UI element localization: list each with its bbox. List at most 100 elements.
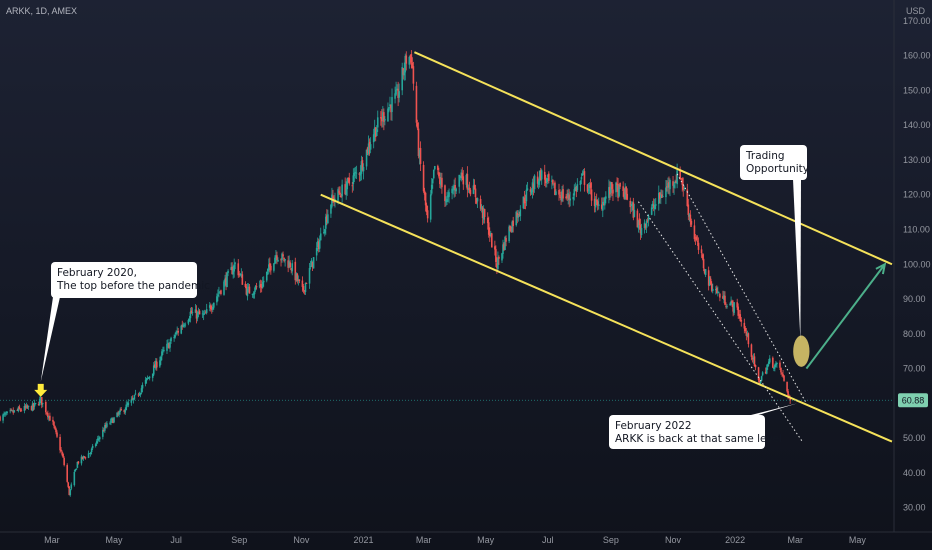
- candle-body: [675, 180, 677, 183]
- upper-channel-line: [414, 51, 893, 266]
- candle-body: [515, 211, 518, 226]
- candle-body: [252, 293, 255, 295]
- candle-body: [13, 410, 16, 412]
- candle-body: [204, 312, 207, 314]
- candle-body: [536, 176, 539, 184]
- candle-body: [623, 191, 625, 199]
- candle-body: [217, 294, 219, 296]
- callout-box: [740, 145, 807, 180]
- candle-body: [512, 220, 514, 226]
- candle-body: [533, 175, 536, 190]
- candle-body: [761, 372, 764, 376]
- candle-body: [66, 465, 69, 482]
- candle-body: [766, 364, 769, 368]
- candle-body: [445, 200, 447, 203]
- x-tick-label: 2022: [725, 535, 745, 545]
- candle-body: [355, 172, 358, 174]
- candle-body: [545, 178, 548, 182]
- callout-text-line: The top before the pandemic: [56, 280, 210, 292]
- candle-body: [661, 194, 663, 198]
- candle-body: [423, 190, 426, 195]
- candle-body: [724, 295, 726, 305]
- candle-body: [347, 178, 350, 179]
- drawing-lines: [0, 51, 894, 443]
- candle-body: [680, 178, 682, 180]
- candle-body: [562, 189, 564, 199]
- candle-body: [375, 129, 378, 137]
- candle-body: [239, 273, 242, 276]
- candle-body: [465, 174, 468, 185]
- candle-body: [679, 170, 681, 180]
- candle-body: [719, 293, 721, 298]
- candle-body: [387, 108, 389, 122]
- candle-body: [362, 167, 365, 172]
- candle-body: [319, 233, 322, 241]
- candle-body: [110, 419, 112, 423]
- time-axis[interactable]: Mar May Jul Sep Nov 2021 Mar May Jul Sep Nov 2022 Ma…: [44, 535, 866, 545]
- candle-body: [604, 197, 606, 206]
- callout-text-line: ARKK is back at that same level: [615, 433, 782, 445]
- candle-body: [760, 376, 763, 381]
- candle-body: [0, 416, 1, 421]
- candle-body: [394, 93, 396, 99]
- candle-body: [352, 175, 355, 184]
- price-axis[interactable]: 30.0040.0050.0060.0070.0080.0090.00100.0…: [903, 16, 931, 513]
- candle-body: [483, 209, 486, 217]
- candle-body: [182, 324, 185, 327]
- candle-body: [245, 286, 248, 295]
- candle-body: [189, 311, 192, 319]
- candle-body: [511, 221, 513, 232]
- candle-body: [531, 182, 534, 192]
- candle-body: [544, 178, 547, 184]
- y-tick-label: 140.00: [903, 120, 931, 130]
- candle-body: [277, 259, 279, 262]
- candle-body: [660, 194, 662, 199]
- candle-body: [20, 410, 23, 412]
- candle-body: [141, 384, 144, 389]
- candle-body: [491, 233, 493, 248]
- candle-body: [467, 188, 470, 190]
- candle-body: [283, 257, 285, 262]
- candle-body: [196, 312, 199, 319]
- candle-body: [208, 305, 211, 308]
- candle-body: [711, 288, 714, 291]
- candle-body: [52, 419, 54, 422]
- candle-body: [345, 187, 347, 195]
- candle-body: [244, 283, 247, 287]
- candle-body: [510, 230, 512, 232]
- candle-body: [361, 160, 364, 171]
- candle-body: [282, 254, 284, 257]
- candle-body: [426, 210, 429, 219]
- candle-body: [624, 187, 626, 200]
- candle-body: [695, 237, 698, 241]
- candle-body: [195, 309, 198, 319]
- candle-body: [174, 335, 176, 338]
- candle-body: [316, 241, 319, 248]
- candle-body: [238, 273, 241, 275]
- candle-body: [390, 104, 392, 113]
- candle-body: [315, 247, 318, 256]
- candle-body: [120, 409, 122, 411]
- candle-body: [709, 278, 712, 285]
- candle-body: [411, 62, 414, 69]
- candle-body: [789, 397, 791, 401]
- y-tick-label: 70.00: [903, 364, 926, 374]
- candle-body: [446, 198, 448, 203]
- candle-body: [330, 204, 332, 214]
- x-tick-label: Mar: [787, 535, 803, 545]
- candle-body: [183, 325, 186, 327]
- candle-body: [197, 312, 200, 314]
- candle-body: [233, 264, 235, 272]
- candle-body: [759, 381, 762, 384]
- candle-body: [537, 181, 540, 185]
- candle-body: [34, 402, 37, 404]
- candle-body: [737, 306, 740, 316]
- candle-body: [380, 117, 382, 119]
- x-tick-label: 2021: [353, 535, 373, 545]
- candle-body: [290, 268, 293, 271]
- candle-body: [353, 172, 356, 177]
- candle-body: [444, 185, 446, 202]
- candle-body: [567, 193, 569, 199]
